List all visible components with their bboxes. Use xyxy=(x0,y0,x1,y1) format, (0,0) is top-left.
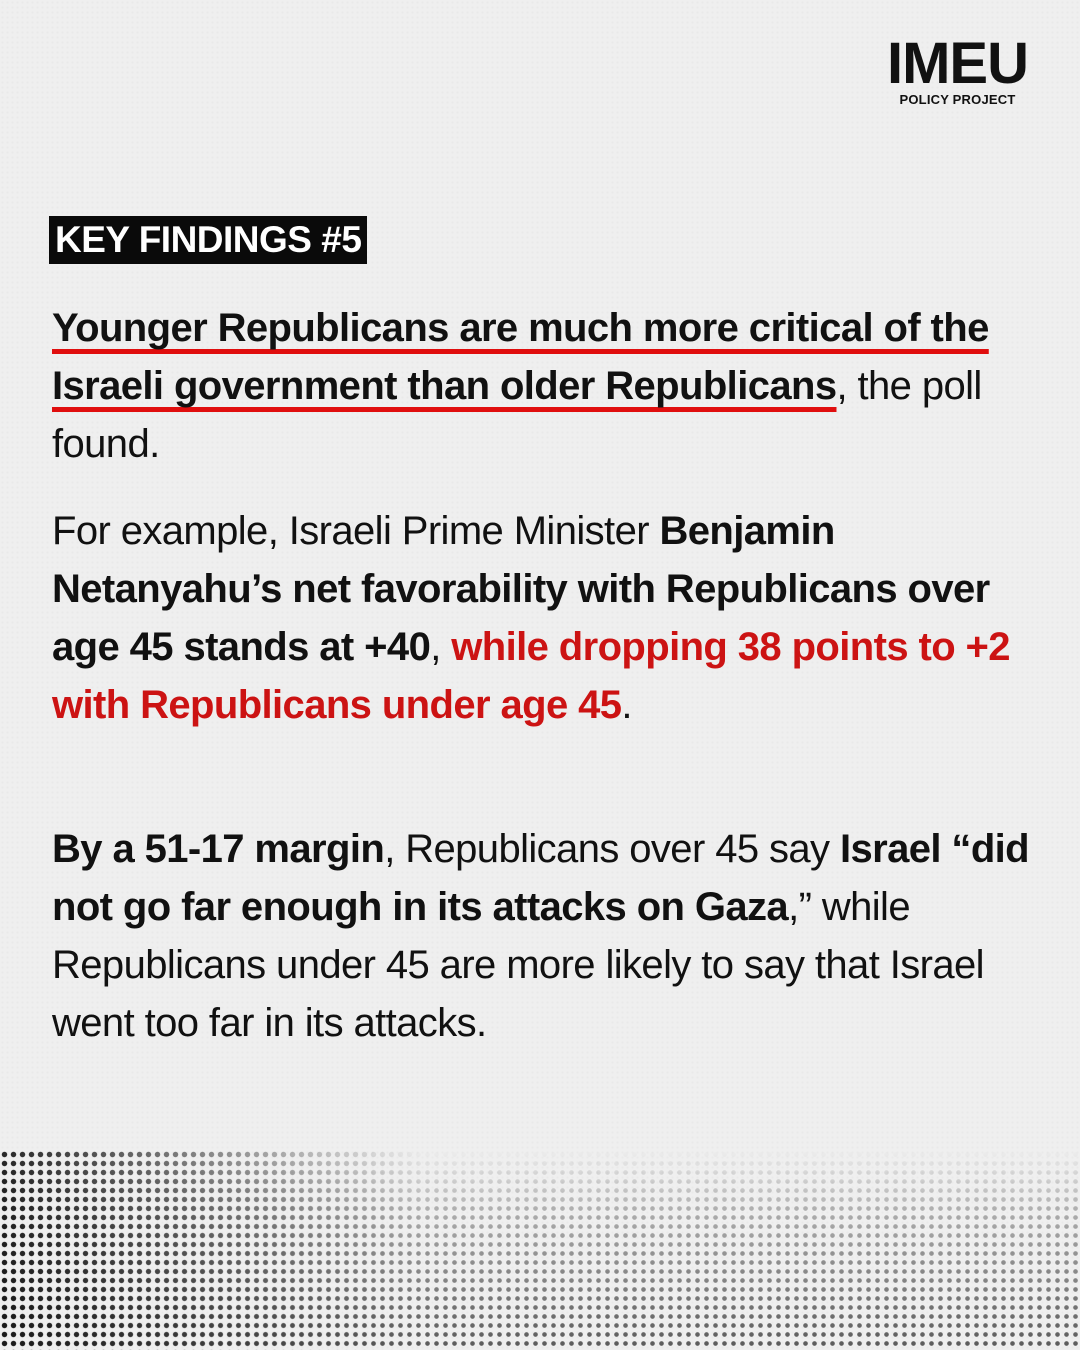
margin-text: , Republicans over 45 say xyxy=(384,827,840,871)
halftone-pattern-dense xyxy=(0,1150,420,1350)
headline-rest-text: , the poll found. xyxy=(52,364,982,466)
gaza-bold-text: Israel “did not go far enough in its att… xyxy=(52,827,1030,929)
netanyahu-bold-text: Benjamin Netanyahu’s net favorability wi… xyxy=(52,509,990,669)
key-findings-badge: KEY FINDINGS #5 xyxy=(49,216,368,264)
netanyahu-red-text: while dropping 38 points to +2 with Repu… xyxy=(52,625,1011,727)
logo-wordmark: IMEU xyxy=(887,31,1029,96)
netanyahu-paragraph: For example, Israeli Prime Minister Benj… xyxy=(52,502,1042,734)
netanyahu-intro-text: For example, Israeli Prime Minister xyxy=(52,509,660,553)
logo-subtitle: POLICY PROJECT xyxy=(899,92,1016,107)
netanyahu-comma: , xyxy=(430,625,452,669)
netanyahu-end: . xyxy=(621,683,632,727)
gaza-rest-text: ,” while Republicans under 45 are more l… xyxy=(52,885,985,1045)
imeu-logo: IMEU POLICY PROJECT xyxy=(887,31,1029,108)
finding-headline: Younger Republicans are much more critic… xyxy=(52,299,1042,473)
headline-underlined-text: Younger Republicans are much more critic… xyxy=(52,306,989,408)
gaza-paragraph: By a 51-17 margin, Republicans over 45 s… xyxy=(52,820,1042,1052)
margin-bold-text: By a 51-17 margin xyxy=(52,827,385,871)
